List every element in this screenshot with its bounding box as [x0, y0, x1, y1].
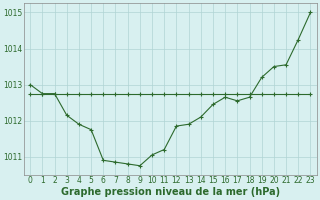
X-axis label: Graphe pression niveau de la mer (hPa): Graphe pression niveau de la mer (hPa)	[61, 187, 280, 197]
